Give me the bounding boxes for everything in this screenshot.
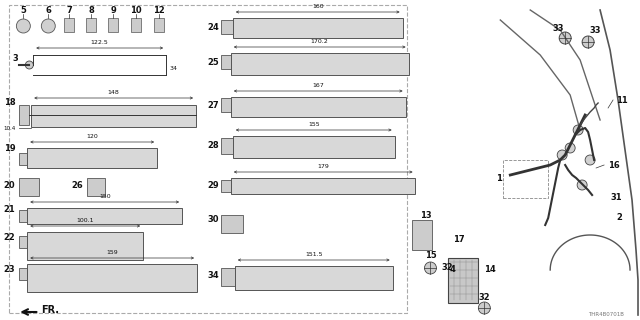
Text: 10.4: 10.4 bbox=[3, 125, 15, 131]
Text: 160: 160 bbox=[312, 4, 323, 9]
Text: 19: 19 bbox=[4, 143, 15, 153]
Bar bbox=[449, 258, 478, 303]
Text: 13: 13 bbox=[420, 211, 432, 220]
Text: 150: 150 bbox=[99, 194, 111, 199]
Bar bbox=[108, 18, 118, 32]
Text: 8: 8 bbox=[88, 5, 94, 14]
Bar bbox=[19, 268, 28, 280]
Text: 14: 14 bbox=[484, 266, 496, 275]
Bar bbox=[233, 136, 394, 158]
Text: 15: 15 bbox=[424, 251, 436, 260]
Text: 26: 26 bbox=[72, 180, 83, 189]
Circle shape bbox=[582, 36, 594, 48]
Bar bbox=[221, 215, 243, 233]
Circle shape bbox=[585, 155, 595, 165]
Circle shape bbox=[577, 180, 587, 190]
Bar bbox=[503, 160, 548, 198]
Text: 151.5: 151.5 bbox=[305, 252, 323, 257]
Text: 159: 159 bbox=[106, 250, 118, 255]
Text: 7: 7 bbox=[67, 5, 72, 14]
Text: 23: 23 bbox=[4, 266, 15, 275]
Bar bbox=[221, 180, 231, 192]
Text: 32: 32 bbox=[442, 263, 453, 273]
Circle shape bbox=[573, 125, 583, 135]
Text: THR4B0701B: THR4B0701B bbox=[588, 311, 624, 316]
Text: 120: 120 bbox=[86, 134, 98, 139]
Circle shape bbox=[478, 302, 490, 314]
Text: 27: 27 bbox=[207, 100, 219, 109]
Bar bbox=[19, 105, 29, 125]
Text: 25: 25 bbox=[207, 58, 219, 67]
Bar bbox=[87, 178, 105, 196]
Bar bbox=[86, 18, 96, 32]
Text: 167: 167 bbox=[312, 83, 324, 88]
Bar bbox=[28, 264, 197, 292]
Text: 9: 9 bbox=[110, 5, 116, 14]
Bar bbox=[64, 18, 74, 32]
Text: 32: 32 bbox=[479, 293, 490, 302]
Text: 2: 2 bbox=[616, 213, 622, 222]
Text: 22: 22 bbox=[4, 234, 15, 243]
Text: 30: 30 bbox=[207, 215, 219, 225]
Bar bbox=[28, 232, 143, 260]
Text: 20: 20 bbox=[4, 180, 15, 189]
Text: 3: 3 bbox=[13, 53, 19, 62]
Bar bbox=[231, 97, 406, 117]
Text: 12: 12 bbox=[153, 5, 165, 14]
Circle shape bbox=[557, 150, 567, 160]
Text: 29: 29 bbox=[207, 180, 219, 189]
Circle shape bbox=[424, 262, 436, 274]
Bar bbox=[231, 53, 408, 75]
Text: FR.: FR. bbox=[42, 305, 60, 315]
Bar bbox=[413, 220, 433, 250]
Circle shape bbox=[26, 61, 33, 69]
Text: 1: 1 bbox=[497, 173, 502, 182]
Bar bbox=[221, 268, 235, 286]
Bar bbox=[221, 20, 233, 34]
Text: 100.1: 100.1 bbox=[76, 218, 94, 223]
Text: 5: 5 bbox=[20, 5, 26, 14]
Text: 21: 21 bbox=[4, 205, 15, 214]
Text: 10: 10 bbox=[131, 5, 142, 14]
Bar bbox=[19, 236, 28, 248]
Text: 16: 16 bbox=[608, 161, 620, 170]
Text: 34: 34 bbox=[207, 270, 219, 279]
Bar bbox=[28, 148, 157, 168]
Bar bbox=[235, 266, 392, 290]
Bar bbox=[31, 105, 196, 127]
Text: 34: 34 bbox=[169, 66, 177, 70]
Bar bbox=[154, 18, 164, 32]
Text: 122.5: 122.5 bbox=[91, 40, 109, 45]
Circle shape bbox=[17, 19, 30, 33]
Text: 17: 17 bbox=[452, 236, 464, 244]
Circle shape bbox=[559, 32, 571, 44]
Text: 31: 31 bbox=[610, 194, 621, 203]
Text: 33: 33 bbox=[589, 26, 601, 35]
Text: 4: 4 bbox=[449, 266, 455, 275]
Text: 24: 24 bbox=[207, 22, 219, 31]
Text: 28: 28 bbox=[207, 140, 219, 149]
Bar bbox=[19, 178, 39, 196]
Text: 33: 33 bbox=[552, 23, 564, 33]
Bar bbox=[19, 153, 28, 165]
Text: 148: 148 bbox=[108, 90, 120, 95]
Text: 155: 155 bbox=[308, 122, 319, 127]
Bar bbox=[19, 210, 28, 222]
Bar bbox=[10, 5, 406, 313]
Text: 179: 179 bbox=[317, 164, 329, 169]
Text: 11: 11 bbox=[616, 95, 628, 105]
Text: 6: 6 bbox=[45, 5, 51, 14]
Text: 170.2: 170.2 bbox=[311, 39, 328, 44]
Text: 18: 18 bbox=[4, 98, 15, 107]
Circle shape bbox=[42, 19, 55, 33]
Bar bbox=[231, 178, 415, 194]
Bar bbox=[28, 208, 182, 224]
Bar bbox=[221, 98, 231, 112]
Bar bbox=[221, 138, 233, 154]
Bar bbox=[233, 18, 403, 38]
Bar bbox=[221, 55, 231, 69]
Circle shape bbox=[565, 143, 575, 153]
Bar bbox=[131, 18, 141, 32]
